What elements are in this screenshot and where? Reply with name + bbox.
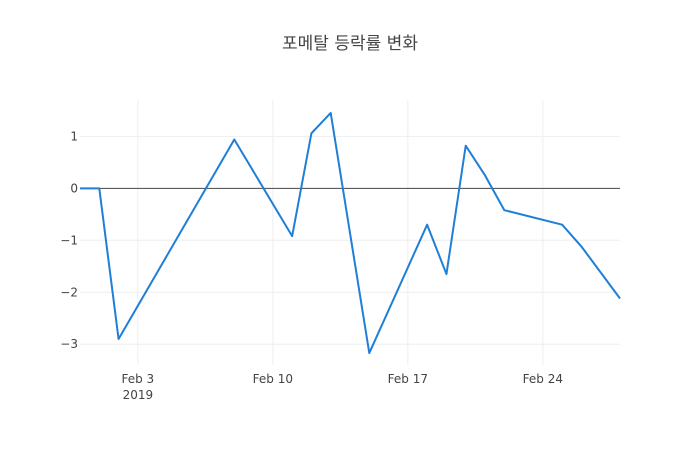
y-tick-label: −3 (60, 337, 78, 351)
series-line (80, 111, 621, 355)
x-tick-label: Feb 17 (388, 372, 428, 386)
x-tick-label: Feb 3 (122, 372, 155, 386)
x-axis-year-label: 2019 (123, 388, 154, 402)
series-layer (80, 111, 621, 355)
y-tick-label: 0 (70, 181, 78, 195)
y-tick-label: −1 (60, 233, 78, 247)
grid-layer (80, 100, 620, 365)
y-tick-label: 1 (70, 129, 78, 143)
chart-title: 포메탈 등락률 변화 (282, 34, 418, 54)
x-axis-ticks: Feb 3 Feb 10 Feb 17 Feb 24 (122, 372, 564, 386)
x-tick-label: Feb 10 (253, 372, 293, 386)
y-tick-label: −2 (60, 285, 78, 299)
y-axis-ticks: 1 0 −1 −2 −3 (60, 129, 78, 351)
x-tick-label: Feb 24 (523, 372, 563, 386)
